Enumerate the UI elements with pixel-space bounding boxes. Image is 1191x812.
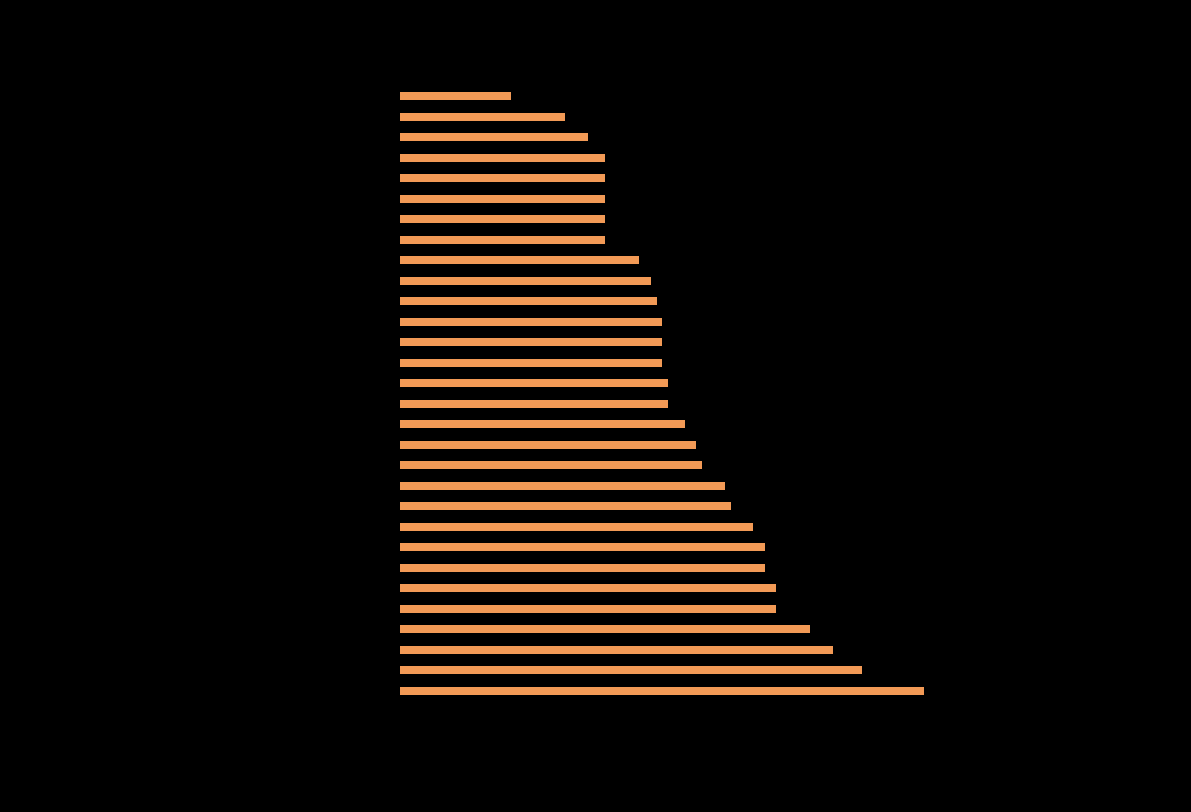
bar-8 [400, 256, 639, 264]
bar-11 [400, 318, 662, 326]
bar-28 [400, 666, 862, 674]
bar-0 [400, 92, 511, 100]
bar-15 [400, 400, 668, 408]
bar-26 [400, 625, 810, 633]
bar-12 [400, 338, 662, 346]
bar-7 [400, 236, 605, 244]
chart-container [0, 0, 1191, 812]
bar-3 [400, 154, 605, 162]
bar-17 [400, 441, 696, 449]
bar-13 [400, 359, 662, 367]
bar-24 [400, 584, 776, 592]
bar-9 [400, 277, 651, 285]
bar-25 [400, 605, 776, 613]
bar-4 [400, 174, 605, 182]
bar-18 [400, 461, 702, 469]
bar-21 [400, 523, 753, 531]
bar-16 [400, 420, 685, 428]
bar-20 [400, 502, 731, 510]
bar-23 [400, 564, 765, 572]
bar-27 [400, 646, 833, 654]
bar-5 [400, 195, 605, 203]
bar-29 [400, 687, 924, 695]
bar-22 [400, 543, 765, 551]
bar-6 [400, 215, 605, 223]
bar-2 [400, 133, 588, 141]
bar-1 [400, 113, 565, 121]
bar-10 [400, 297, 657, 305]
bar-19 [400, 482, 725, 490]
bar-14 [400, 379, 668, 387]
